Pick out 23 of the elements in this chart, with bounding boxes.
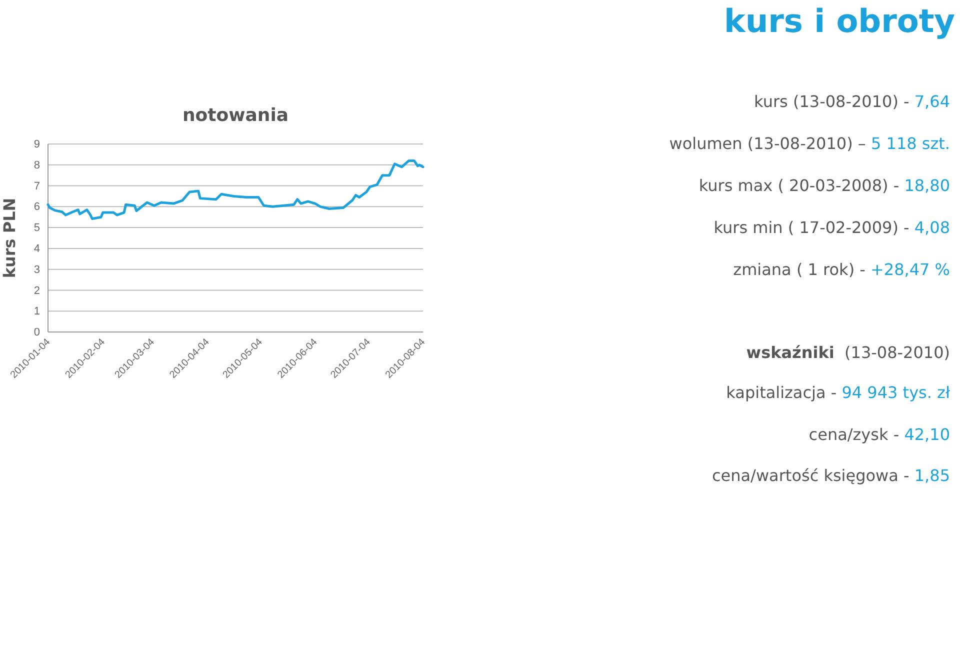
text: kurs (13-08-2010) - 7,64 — [754, 92, 950, 111]
text: kurs min ( 17-02-2009) - 4,08 — [714, 218, 950, 237]
text: zmiana ( 1 rok) - +28,47 % — [733, 260, 950, 279]
text: cena/wartość księgowa - 1,85 — [712, 466, 950, 485]
y-tick-label: 1 — [34, 306, 40, 318]
y-axis-title: kurs PLN — [0, 198, 19, 278]
y-tick-label: 8 — [34, 159, 40, 172]
y-tick-label: 5 — [34, 222, 40, 234]
text: kurs i obroty — [724, 2, 956, 40]
y-tick-label: 4 — [34, 242, 40, 255]
line-series — [46, 159, 424, 220]
y-tick-label: 9 — [34, 138, 40, 151]
text: wolumen (13-08-2010) – 5 118 szt. — [669, 134, 950, 153]
y-tick-label: 6 — [34, 201, 40, 214]
y-tick-label: 7 — [34, 180, 40, 192]
text: kapitalizacja - 94 943 tys. zł — [726, 383, 950, 402]
text: cena/zysk - 42,10 — [808, 425, 950, 444]
text: wskaźniki (13-08-2010) — [746, 343, 950, 362]
text: kurs max ( 20-03-2008) - 18,80 — [698, 176, 950, 195]
y-tick-label: 0 — [34, 326, 40, 339]
y-tick-label: 3 — [34, 264, 40, 276]
chart-title: notowania — [182, 105, 289, 126]
y-tick-label: 2 — [34, 284, 40, 297]
